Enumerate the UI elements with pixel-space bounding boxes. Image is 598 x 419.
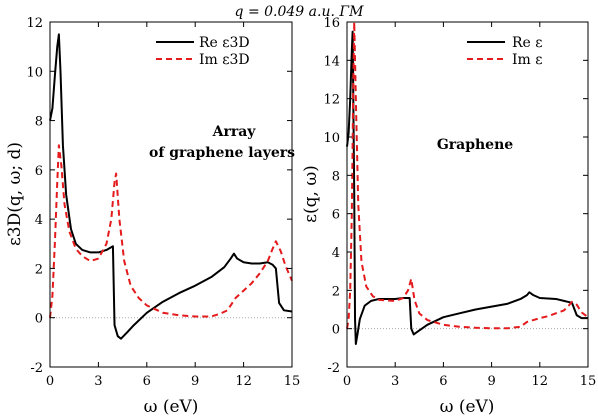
right-y-tick-label: 10 [323,131,340,146]
right-series-line-re [346,30,588,345]
right-x-tick-label: 3 [391,374,399,389]
right-y-tick-label: -2 [327,361,340,376]
right-x-tick-label: 6 [439,374,447,389]
right-legend: Re ε Im ε [467,35,543,68]
left-y-tick-label: 10 [26,65,43,80]
right-y-tick-label: 16 [323,16,340,31]
right-x-tick-label: 0 [343,374,351,389]
left-x-tick-label: 12 [235,374,252,389]
left-x-tick-label: 15 [284,374,301,389]
right-annotation: Graphene [437,137,513,153]
right-y-tick-label: 4 [332,246,340,261]
right-series-group [346,21,589,345]
right-plot-frame [346,21,589,368]
right-x-tick-label: 12 [532,374,549,389]
left-annotation-line-1: Array [212,124,257,140]
right-y-tick-label: 12 [323,93,340,108]
left-x-axis-label: ω (eV) [144,397,199,417]
left-x-tick-label: 0 [46,374,54,389]
right-x-tick-label: 9 [487,374,495,389]
right-y-tick-label: 0 [332,323,340,338]
left-series-line-re [49,33,293,340]
right-y-ticks: -2 0 2 4 6 8 10 12 14 16 [323,16,588,376]
right-series-line-im [346,21,589,330]
left-y-tick-label: 8 [35,115,43,130]
left-y-axis-label: ε3D(q, ω; d) [5,142,25,246]
left-legend-label-re: Re ε3D [199,35,250,51]
right-y-tick-label: 8 [332,169,340,184]
right-legend-label-im: Im ε [512,52,543,68]
right-y-axis-label: ε(q, ω) [301,165,321,223]
left-series-line-im [49,144,293,318]
right-y-tick-label: 2 [332,284,340,299]
left-legend-label-im: Im ε3D [199,52,250,68]
figure-title: q = 0.049 a.u. ΓM [235,4,365,20]
right-x-axis-label: ω (eV) [440,397,495,417]
right-y-tick-label: 6 [332,208,340,223]
left-y-tick-label: 4 [35,213,43,228]
right-legend-label-re: Re ε [512,35,543,51]
left-legend: Re ε3D Im ε3D [156,35,250,68]
left-y-tick-label: 2 [35,262,43,277]
left-x-tick-label: 3 [94,374,102,389]
right-x-tick-label: 15 [580,374,597,389]
right-x-ticks: 0 3 6 9 12 15 [343,22,596,389]
left-series-group [49,33,293,340]
left-plot-frame [49,21,293,368]
left-y-tick-label: 0 [35,312,43,327]
left-x-tick-label: 9 [191,374,199,389]
left-x-ticks: 0 3 6 9 12 15 [46,22,300,389]
left-y-tick-label: -2 [30,361,43,376]
left-y-tick-label: 6 [35,164,43,179]
right-y-tick-label: 14 [323,54,340,69]
left-y-tick-label: 12 [26,16,43,31]
left-x-tick-label: 6 [143,374,151,389]
left-annotation-line-2: of graphene layers [149,145,295,161]
left-y-ticks: -2 0 2 4 6 8 10 12 [26,16,292,376]
